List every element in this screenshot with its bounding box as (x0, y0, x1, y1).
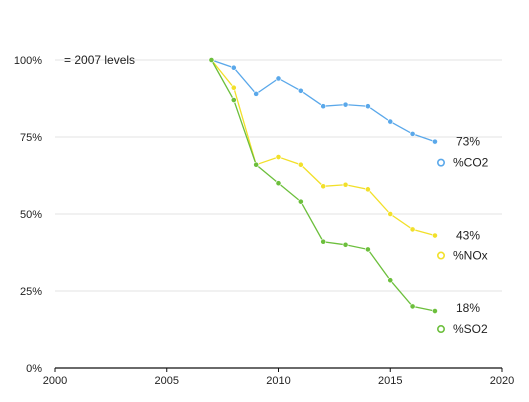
data-point-2014 (364, 186, 371, 193)
legend-label: %NOx (453, 249, 488, 263)
data-point-2013 (342, 101, 349, 108)
legend-label: %CO2 (453, 156, 489, 170)
data-point-2016 (409, 131, 416, 137)
data-point-2013 (342, 241, 349, 248)
grid-lines (55, 59, 502, 292)
data-point-2007 (208, 57, 215, 63)
data-point-2016 (409, 226, 416, 233)
data-point-2008 (230, 84, 237, 91)
series-line (211, 59, 436, 143)
data-point-2011 (297, 198, 304, 205)
data-point-2012 (320, 103, 327, 110)
legend-marker-icon (436, 158, 445, 167)
series-co2: 73% %CO2 (208, 57, 489, 170)
data-point-2014 (364, 246, 371, 253)
x-tick-label: 2020 (490, 375, 514, 387)
legend-marker-icon (436, 251, 445, 260)
data-point-2011 (297, 161, 304, 168)
data-point-2009 (253, 161, 260, 168)
y-tick-label: 0% (26, 363, 42, 375)
data-point-2012 (320, 238, 327, 245)
y-tick-label: 50% (20, 209, 42, 221)
legend-marker-icon (436, 325, 445, 334)
data-point-2008 (230, 97, 237, 103)
legend-label: %SO2 (453, 322, 488, 336)
series-layer: 73% %CO2 43% %NOx 18% %SO2 (208, 57, 489, 336)
series-so2: 18% %SO2 (208, 57, 488, 336)
data-point-2010 (275, 75, 282, 82)
data-point-2015 (387, 211, 394, 217)
annotation-2007-levels: = 2007 levels (64, 53, 135, 67)
y-tick-label: 75% (20, 132, 42, 144)
data-point-2010 (275, 154, 282, 160)
data-point-2017 (432, 138, 438, 145)
data-point-2008 (230, 64, 237, 71)
axes: 0% 25% 50% 75% 100% 2000 2005 2010 2015 2020 (14, 55, 514, 387)
end-value-label: 73% (456, 135, 480, 149)
data-point-2009 (253, 90, 260, 97)
data-point-2016 (409, 303, 416, 310)
data-point-2013 (342, 181, 349, 188)
x-tick-label: 2005 (155, 375, 179, 387)
data-point-2017 (432, 232, 438, 239)
x-tick-label: 2010 (266, 375, 290, 387)
data-point-2015 (387, 277, 394, 284)
data-point-2017 (432, 308, 438, 314)
data-point-2010 (275, 180, 282, 187)
end-value-label: 18% (456, 301, 480, 315)
data-point-2012 (320, 183, 327, 190)
x-tick-label: 2015 (378, 375, 402, 387)
x-tick-label: 2000 (43, 375, 67, 387)
y-tick-label: 100% (14, 55, 42, 67)
data-point-2014 (364, 103, 371, 110)
data-point-2011 (297, 87, 304, 94)
data-point-2015 (387, 118, 394, 125)
end-value-label: 43% (456, 229, 480, 243)
y-tick-label: 25% (20, 286, 42, 298)
series-line (210, 59, 436, 237)
